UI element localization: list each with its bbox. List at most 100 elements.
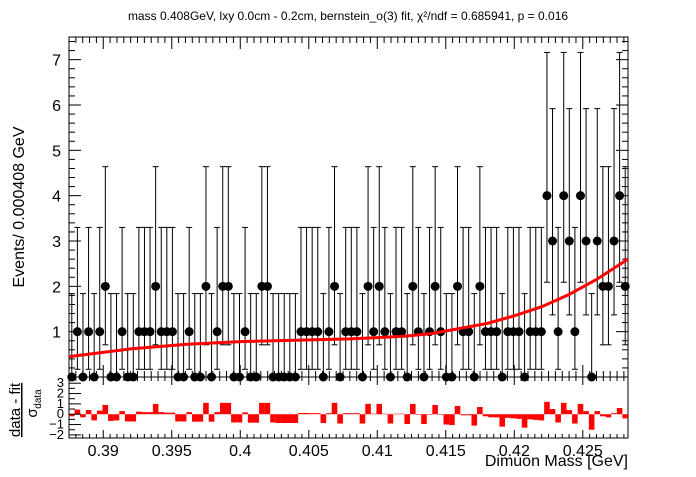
data-point — [369, 327, 379, 337]
y-tick-label: 7 — [52, 53, 61, 70]
pull-bar — [404, 414, 410, 425]
pull-bar — [348, 413, 355, 415]
pull-bar — [449, 414, 455, 426]
pull-bar — [152, 403, 159, 415]
pull-bar — [415, 414, 422, 415]
pull-bar — [354, 413, 360, 415]
pull-bar — [499, 414, 506, 427]
data-point — [564, 236, 574, 246]
pull-y-tick-label: −2 — [49, 427, 64, 442]
pull-bar — [538, 414, 545, 421]
data-point — [620, 281, 630, 291]
main-plot-panel: 1 2 3 4 5 6 7 Events/ 0.000408 GeV — [11, 36, 630, 382]
pull-bar — [136, 411, 142, 415]
data-point — [167, 327, 177, 337]
y-tick-label: 3 — [52, 234, 61, 251]
pull-bar — [85, 410, 92, 415]
pull-bar — [147, 412, 153, 415]
data-series — [67, 51, 630, 382]
pull-bar — [477, 406, 483, 415]
pull-bar — [471, 414, 478, 426]
x-tick-label: 0.405 — [289, 443, 329, 460]
pull-bar — [460, 414, 466, 416]
pull-bar — [432, 404, 438, 415]
data-point — [592, 236, 602, 246]
pull-bar — [342, 413, 349, 415]
pull-bar — [516, 414, 522, 419]
pull-bar — [96, 410, 103, 415]
data-point — [536, 327, 546, 337]
pull-bar — [309, 413, 315, 415]
pull-ylabel-subscript: data — [33, 389, 44, 409]
pull-bar — [326, 413, 332, 415]
data-point — [570, 327, 580, 337]
pull-bar — [544, 401, 550, 415]
pull-bar — [393, 413, 399, 415]
pull-bar — [387, 414, 394, 424]
data-point — [201, 281, 211, 291]
pull-bar — [164, 412, 170, 415]
data-point — [330, 281, 340, 291]
pull-bar — [421, 414, 427, 425]
pull-bar — [505, 414, 511, 418]
pull-bar — [203, 402, 209, 415]
data-point — [609, 236, 619, 246]
fit-curve — [68, 257, 629, 359]
pull-bar — [521, 414, 528, 428]
pull-bar — [616, 408, 623, 415]
pull-bar — [594, 411, 601, 415]
pull-bar — [337, 414, 343, 424]
pull-bar — [320, 414, 327, 424]
pull-bar — [124, 414, 131, 422]
pull-bar — [197, 414, 204, 422]
data-point — [100, 281, 110, 291]
pull-bar — [331, 402, 338, 415]
pull-bar — [482, 414, 489, 417]
pull-bar — [169, 412, 176, 415]
data-point — [313, 327, 323, 337]
pull-bar — [242, 412, 248, 415]
pull-bar — [259, 402, 265, 415]
data-point — [223, 281, 233, 291]
pull-y-axis-label: data - fit σ data — [7, 382, 44, 437]
pull-bar — [583, 411, 589, 415]
pull-bar — [488, 414, 494, 418]
data-point — [542, 191, 552, 201]
data-point — [95, 327, 105, 337]
pull-bar — [572, 414, 578, 424]
data-point — [553, 327, 563, 337]
x-tick-label: 0.4 — [229, 443, 251, 460]
pull-bar — [270, 414, 276, 423]
pull-bar — [69, 414, 75, 417]
pull-bar — [365, 403, 371, 415]
pull-bar — [74, 409, 81, 415]
data-point — [453, 281, 463, 291]
data-point — [603, 281, 613, 291]
pull-bar — [158, 412, 165, 415]
data-point — [352, 327, 362, 337]
pull-bar — [398, 413, 405, 415]
pull-bar — [566, 410, 573, 415]
pull-bar — [376, 403, 383, 415]
pull-bar — [611, 413, 617, 415]
data-point — [492, 327, 502, 337]
data-point — [514, 327, 524, 337]
data-point — [145, 327, 155, 337]
pull-bar — [443, 414, 450, 425]
pull-y-tick-label: 3 — [57, 375, 64, 390]
chart-title: mass 0.408GeV, lxy 0.0cm - 0.2cm, bernst… — [128, 9, 568, 23]
pull-ylabel-denominator: σ — [24, 408, 41, 418]
pull-plot-frame — [68, 376, 629, 439]
pull-y-tick-label: 2 — [57, 386, 64, 401]
pull-y-tick-label: 1 — [57, 396, 64, 411]
pull-bar — [275, 414, 282, 424]
x-axis-label: Dimuon Mass [GeV] — [485, 453, 628, 470]
pull-bar — [359, 414, 366, 424]
pull-bar — [622, 414, 628, 419]
x-tick-label: 0.395 — [152, 443, 192, 460]
data-point — [581, 236, 591, 246]
data-point — [117, 327, 127, 337]
pull-bar — [382, 413, 388, 415]
data-point — [363, 281, 373, 291]
y-axis-label: Events/ 0.000408 GeV — [11, 126, 28, 287]
